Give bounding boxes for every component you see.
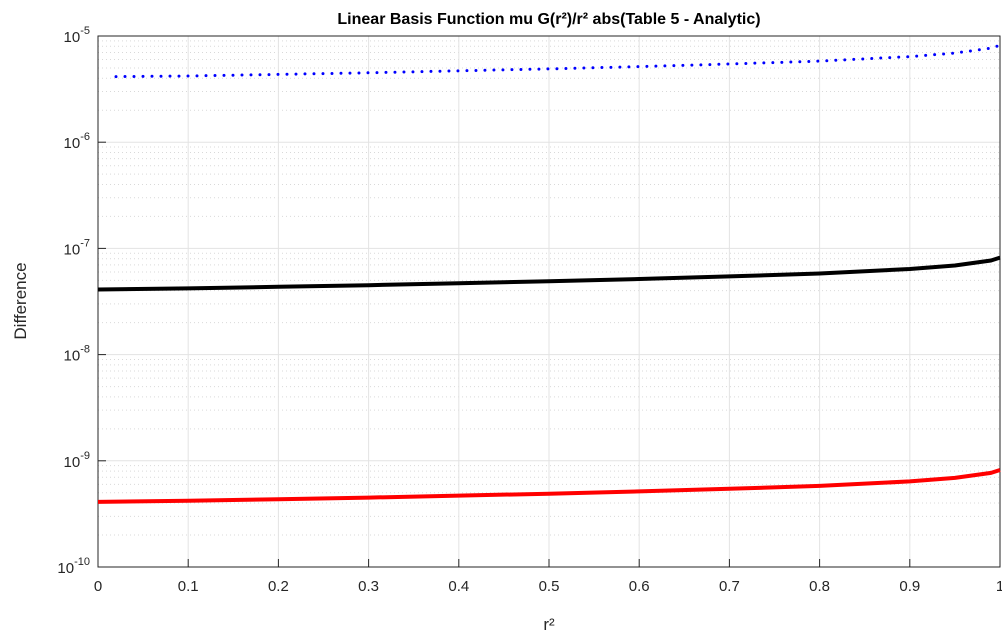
x-tick-label: 0.3 <box>358 578 379 595</box>
y-tick-label: 10-10 <box>57 556 90 577</box>
x-tick-label: 0.6 <box>629 578 650 595</box>
y-tick-exponent: -9 <box>80 450 90 462</box>
y-tick-base: 10 <box>64 241 81 258</box>
y-tick-label: 10-8 <box>64 344 90 365</box>
y-axis-label: Difference <box>11 262 30 339</box>
y-tick-base: 10 <box>64 29 81 46</box>
series-line <box>97 468 1001 504</box>
plot-frame <box>97 35 1001 568</box>
y-tick-exponent: -6 <box>80 131 90 143</box>
x-tick-label: 0.1 <box>178 578 199 595</box>
series-line <box>114 43 1002 79</box>
x-tick-label: 0.4 <box>448 578 469 595</box>
y-tick-base: 10 <box>64 135 81 152</box>
y-tick-base: 10 <box>57 560 74 577</box>
x-axis-label: r² <box>543 615 555 634</box>
y-tick-label: 10-5 <box>64 25 90 46</box>
x-tick-label: 0.8 <box>809 578 830 595</box>
y-tick-base: 10 <box>64 454 81 471</box>
y-tick-exponent: -10 <box>74 556 90 568</box>
y-tick-base: 10 <box>64 348 81 365</box>
x-tick-label: 1 <box>996 578 1002 595</box>
chart-title: Linear Basis Function mu G(r²)/r² abs(Ta… <box>337 11 760 28</box>
x-tick-label: 0.9 <box>899 578 920 595</box>
y-tick-label: 10-6 <box>64 131 90 152</box>
y-tick-label: 10-9 <box>64 450 90 471</box>
x-tick-label: 0.7 <box>719 578 740 595</box>
y-tick-label: 10-7 <box>64 237 90 258</box>
y-tick-exponent: -7 <box>80 237 90 249</box>
series-line <box>97 255 1001 292</box>
y-tick-exponent: -5 <box>80 25 90 37</box>
x-tick-label: 0.5 <box>539 578 560 595</box>
y-tick-exponent: -8 <box>80 344 90 356</box>
x-tick-label: 0 <box>94 578 102 595</box>
x-tick-label: 0.2 <box>268 578 289 595</box>
